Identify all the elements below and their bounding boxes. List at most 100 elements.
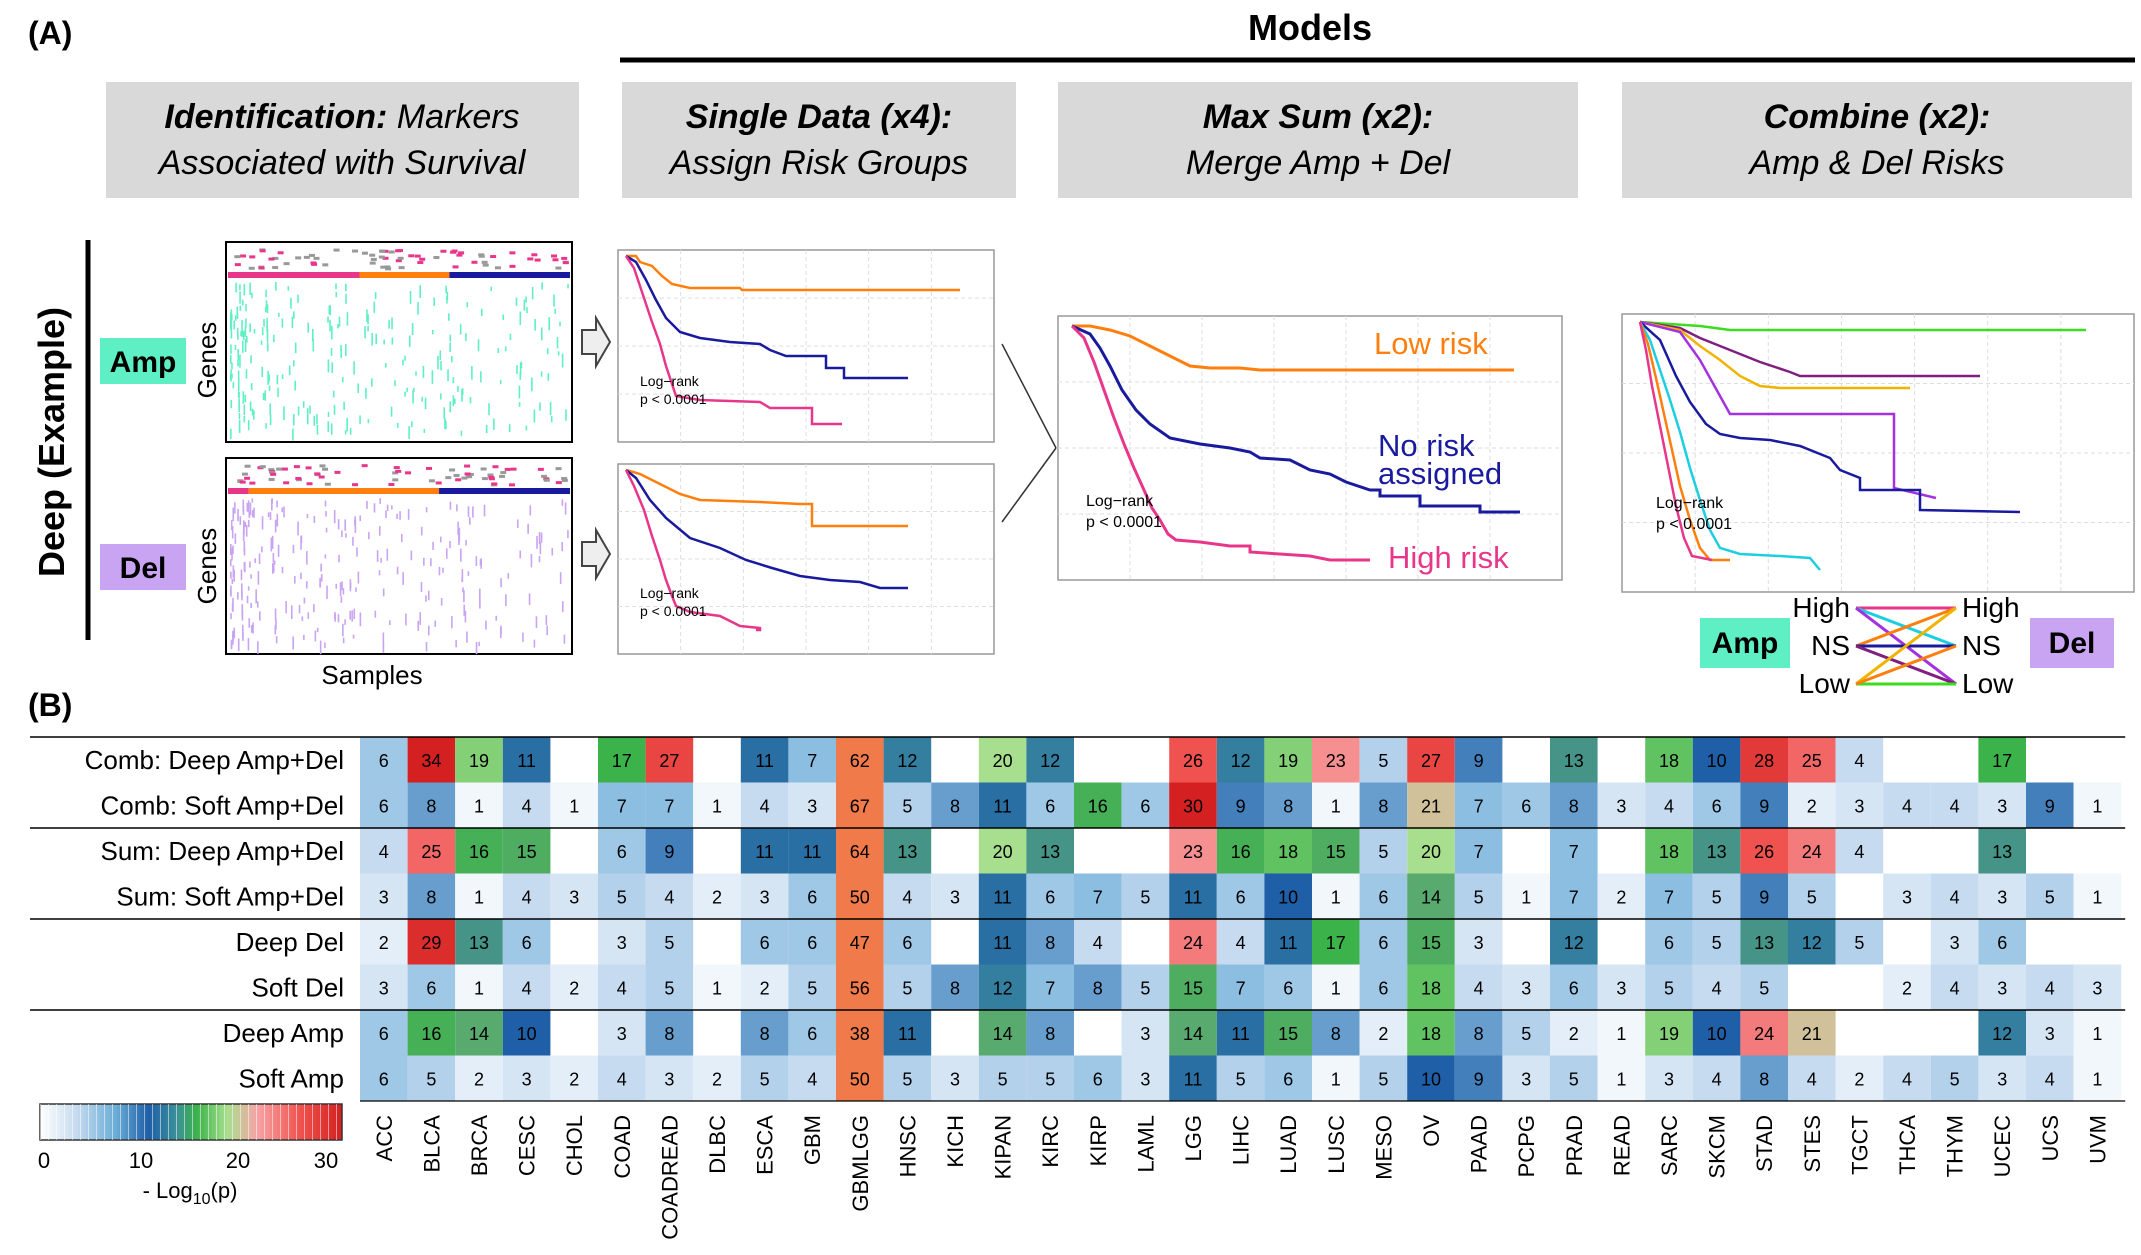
logrank-p: p < 0.0001 (640, 391, 707, 407)
heatmap-column-label: ACC (372, 1115, 397, 1162)
gene-tick (399, 511, 401, 520)
heatmap-column-label: LGG (1181, 1115, 1206, 1161)
gene-tick (480, 308, 483, 317)
heatmap-cell (1740, 828, 1788, 874)
heatmap-cell-value: 6 (807, 887, 817, 907)
amp-gene-marks (228, 248, 570, 441)
gene-tick (374, 610, 377, 618)
gene-tick (242, 631, 244, 641)
heatmap-cell-value: 1 (2092, 1024, 2102, 1044)
heatmap-cell-value: 18 (1421, 978, 1441, 998)
heatmap-column-label: KICH (943, 1115, 968, 1168)
gene-tick (439, 393, 442, 400)
heatmap-cell (1645, 919, 1693, 965)
gene-tick (562, 601, 564, 613)
heatmap-column-label: STAD (1752, 1115, 1777, 1172)
heatmap-column-label: SARC (1657, 1115, 1682, 1176)
heatmap-cell (1026, 873, 1074, 919)
gene-tick (374, 292, 377, 299)
gene-dot (361, 251, 368, 255)
heatmap-cell (1454, 1055, 1503, 1101)
gene-tick (247, 586, 250, 591)
heatmap-cell (1692, 964, 1741, 1010)
heatmap-column-label: LUSC (1324, 1115, 1349, 1174)
key-del-box (2030, 618, 2114, 668)
heatmap-cell-value: 8 (1378, 796, 1388, 816)
heatmap-cell (1788, 737, 1836, 783)
gene-tick (294, 576, 296, 584)
gene-tick (256, 601, 259, 608)
heatmap-cell (645, 919, 694, 965)
gene-dot (458, 251, 465, 255)
gene-tick (478, 641, 480, 647)
gene-tick (250, 383, 253, 391)
heatmap-cell-value: 3 (1474, 933, 1484, 953)
gene-tick (359, 515, 361, 522)
heatmap-cell (836, 919, 884, 965)
heatmap-cell (1978, 873, 2026, 919)
heatmap-column-label: GBMLGG (848, 1115, 873, 1212)
heatmap-cell (1978, 1010, 2026, 1056)
heatmap-cell-value: 3 (1997, 887, 2007, 907)
gene-tick (447, 369, 449, 382)
gene-dot (395, 249, 402, 253)
gene-dot (449, 468, 456, 472)
heatmap-cell-value: 4 (1236, 933, 1246, 953)
gene-tick (391, 505, 393, 510)
heatmap-cell-value: 4 (1712, 978, 1722, 998)
gene-tick (232, 634, 234, 642)
heatmap-cell-value: 6 (617, 842, 627, 862)
gene-tick (249, 561, 251, 568)
gene-dot (259, 465, 266, 469)
gene-tick (249, 282, 251, 295)
gene-dot (258, 266, 265, 270)
gene-tick (540, 532, 543, 543)
heatmap-cell (645, 828, 694, 874)
heatmap-cell-value: 5 (1807, 887, 1817, 907)
gene-tick (384, 363, 387, 368)
heatmap-cell-value: 20 (1421, 842, 1441, 862)
gene-tick (565, 409, 567, 421)
heatmap-cell (1121, 873, 1170, 919)
gene-dot (433, 256, 440, 260)
connector-line (1001, 447, 1057, 523)
heatmap-cell (1454, 919, 1503, 965)
gene-tick (276, 374, 279, 385)
heatmap-cell-value: 6 (522, 933, 532, 953)
gene-tick (485, 425, 488, 434)
gene-tick (290, 605, 293, 620)
heatmap-cell-value: 3 (1997, 796, 2007, 816)
gene-tick (445, 548, 448, 559)
gene-tick (248, 511, 251, 518)
gene-tick (241, 328, 243, 337)
heatmap-cell-value: 13 (1992, 842, 2012, 862)
heatmap-cell (788, 964, 836, 1010)
gene-dot (417, 261, 424, 265)
gene-tick (375, 333, 378, 345)
del-label: Del (120, 552, 167, 585)
gene-tick (439, 536, 442, 543)
heatmap-cell (2073, 873, 2122, 919)
heatmap-cell (740, 737, 789, 783)
heatmap-cell (1788, 873, 1836, 919)
gene-dot (456, 253, 463, 257)
gene-tick (266, 304, 269, 314)
heatmap-cell-value: 8 (1093, 978, 1103, 998)
gene-tick (352, 634, 355, 639)
gene-tick (461, 576, 463, 583)
gene-tick (421, 396, 423, 402)
heatmap-row-label: Deep Del (236, 927, 344, 957)
gene-tick (538, 555, 541, 563)
gene-tick (281, 318, 284, 328)
gene-tick (366, 309, 368, 322)
gene-tick (250, 625, 253, 633)
heatmap-cell-value: 12 (993, 978, 1013, 998)
heatmap-cell (788, 782, 836, 828)
gene-tick (238, 398, 240, 413)
gene-tick (340, 348, 343, 358)
heatmap-row-label: Sum: Deep Amp+Del (100, 836, 344, 866)
heatmap-cell (1026, 782, 1074, 828)
heatmap-cell-value: 12 (1802, 933, 1822, 953)
gene-tick (293, 360, 295, 367)
heatmap-cell-value: 8 (1045, 1024, 1055, 1044)
